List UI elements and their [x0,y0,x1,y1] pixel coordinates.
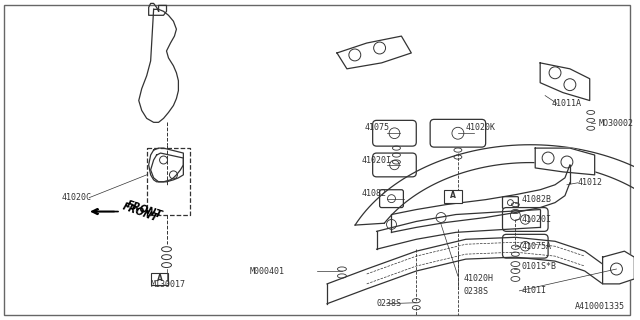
Text: 41020H: 41020H [464,275,494,284]
Text: 41075: 41075 [365,123,390,132]
Text: 0101S*B: 0101S*B [522,261,556,270]
FancyBboxPatch shape [502,197,518,209]
Polygon shape [603,251,634,284]
FancyBboxPatch shape [430,119,486,147]
FancyBboxPatch shape [502,234,548,258]
FancyBboxPatch shape [372,120,416,146]
Text: 4101I: 4101I [522,286,547,295]
Text: 0238S: 0238S [464,287,489,296]
FancyBboxPatch shape [502,208,548,231]
Polygon shape [535,148,595,175]
Polygon shape [540,63,589,100]
Text: 41011A: 41011A [551,99,581,108]
Text: FRONT: FRONT [121,202,159,224]
Text: 41020I: 41020I [362,156,392,164]
Text: A: A [157,275,163,284]
Text: 41020C: 41020C [61,193,92,202]
Text: A410001335: A410001335 [575,302,625,311]
Text: FRONT: FRONT [125,199,163,220]
Polygon shape [337,36,412,69]
FancyBboxPatch shape [444,190,462,203]
FancyBboxPatch shape [150,273,168,285]
Text: 41075A: 41075A [522,242,551,251]
Text: 41012: 41012 [578,178,603,187]
Text: MO30002: MO30002 [598,119,634,128]
Text: 41082B: 41082B [522,195,551,204]
Text: M000401: M000401 [250,267,285,276]
Text: 41020K: 41020K [466,123,496,132]
Text: M130017: M130017 [150,280,186,289]
Text: A: A [450,191,456,200]
FancyBboxPatch shape [372,153,416,177]
FancyBboxPatch shape [380,190,403,208]
Text: 41082: 41082 [362,189,387,198]
Text: 0238S: 0238S [376,299,402,308]
Text: 41020I: 41020I [522,215,551,224]
